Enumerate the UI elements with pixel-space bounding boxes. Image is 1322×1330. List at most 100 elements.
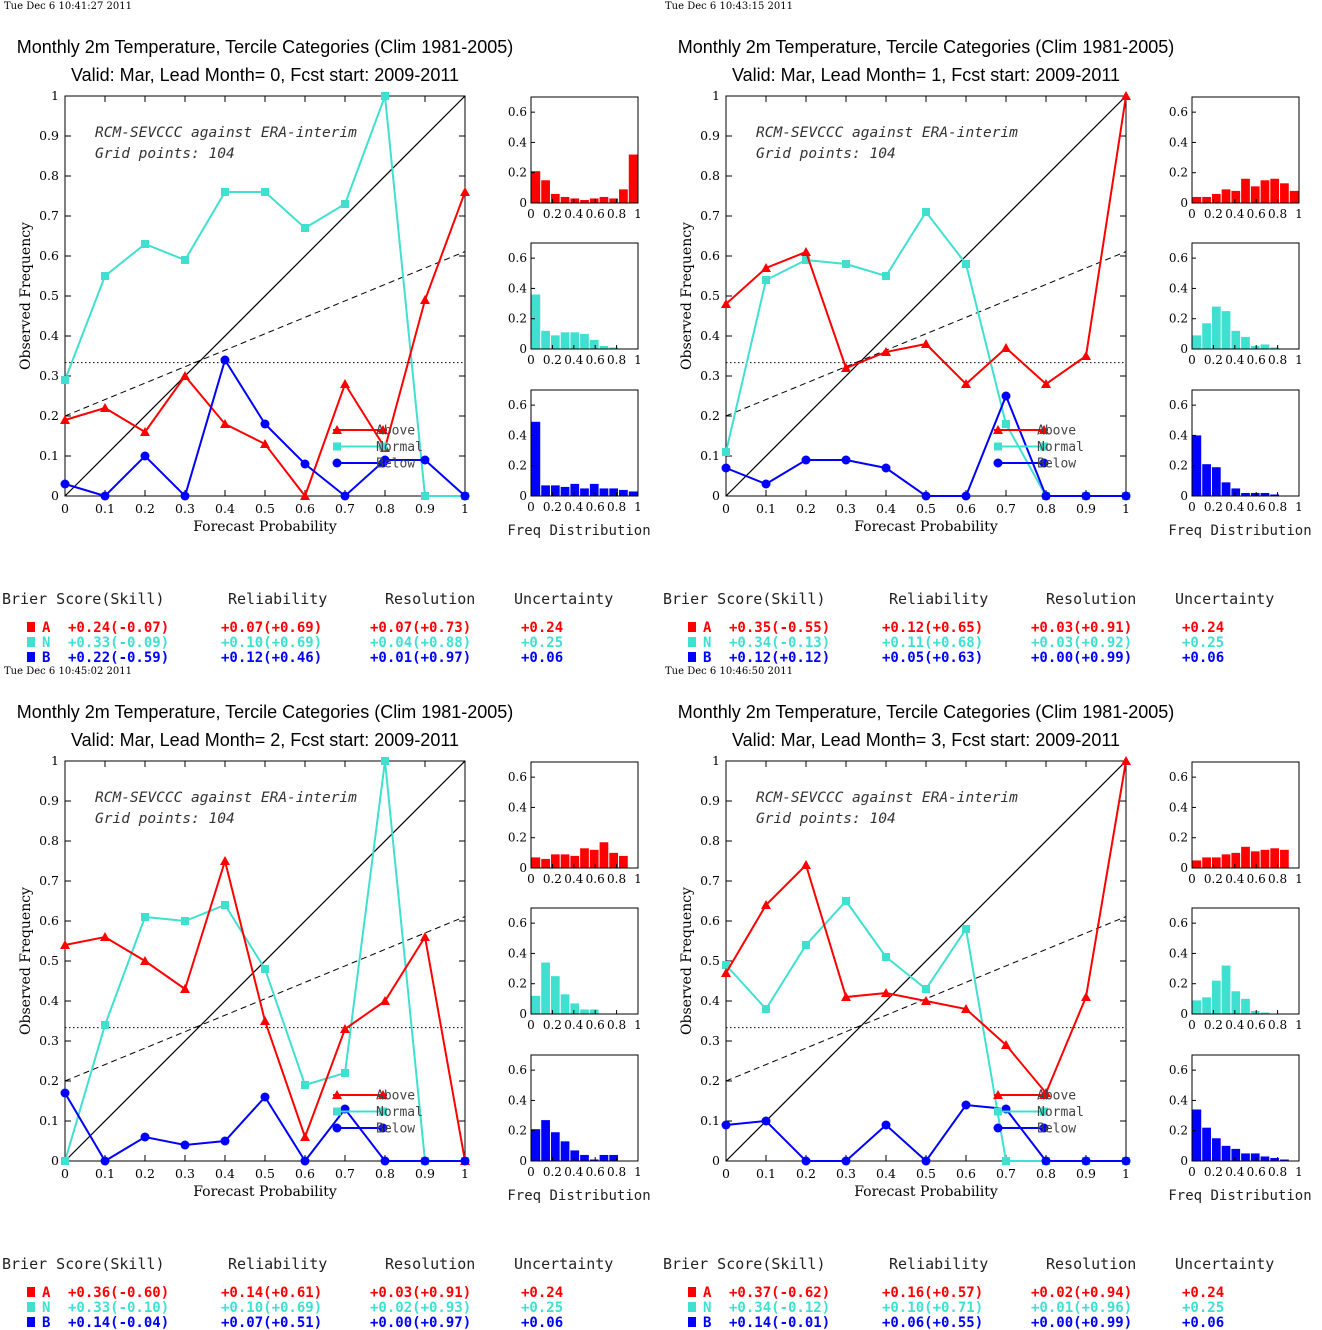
hist-y-tick-label: 0 (519, 342, 527, 356)
uncertainty-value: +0.24 (1182, 620, 1224, 636)
point-below (721, 463, 731, 473)
y-tick-label: 0.4 (700, 328, 720, 343)
point-normal (882, 953, 890, 961)
y-tick-label: 0.4 (700, 993, 720, 1008)
point-above (100, 403, 110, 412)
x-tick-label: 0.1 (95, 1166, 115, 1181)
point-below (801, 1156, 811, 1166)
perfect-reliability-line (64, 95, 466, 497)
hist-x-tick-label: 0.2 (1204, 500, 1223, 514)
hist-y-tick-label: 0.6 (1169, 770, 1188, 784)
legend-label: Normal (376, 1105, 423, 1120)
brier-header: Reliability (228, 1255, 327, 1273)
histogram-bar (1211, 193, 1221, 203)
x-tick-label: 0.9 (1076, 501, 1096, 516)
brier-header: Resolution (1046, 590, 1136, 608)
x-tick-label: 0.3 (175, 501, 195, 516)
hist-x-tick-label: 0.4 (1225, 1165, 1244, 1179)
no-skill-line (64, 251, 466, 417)
legend-marker (1039, 458, 1049, 468)
resolution-value: +0.03(+0.91) (1031, 620, 1132, 636)
hist-x-tick-label: 0.6 (586, 353, 605, 367)
histogram-bar (1202, 464, 1211, 496)
histogram-frame (1191, 242, 1300, 350)
x-tick-label: 0.4 (876, 1166, 896, 1181)
y-tick-label: 0.6 (39, 913, 59, 928)
histogram-bar (541, 962, 550, 1014)
brier-header: Reliability (889, 1255, 988, 1273)
histogram-bar (1270, 1157, 1280, 1161)
hist-y-tick-label: 0 (519, 1154, 527, 1168)
legend-marker (332, 1123, 342, 1133)
legend-marker (378, 1123, 388, 1133)
brier-header: Uncertainty (1175, 590, 1274, 608)
point-below (841, 455, 851, 465)
hist-x-tick-label: 1 (634, 207, 642, 221)
y-tick-label: 0.4 (39, 328, 59, 343)
histogram-bar (1241, 178, 1250, 203)
reliability-value: +0.10(+0.71) (882, 1300, 983, 1316)
resolution-value: +0.03(+0.92) (1031, 635, 1132, 651)
hist-x-tick-label: 0.6 (1247, 207, 1266, 221)
hist-y-tick-label: 0.2 (1169, 977, 1188, 991)
hist-y-tick-label: 0.4 (1169, 135, 1188, 149)
histogram-bar (1202, 196, 1211, 203)
x-tick-label: 1 (1122, 501, 1130, 516)
reliability-value: +0.10(+0.69) (221, 635, 322, 651)
hist-x-tick-label: 0.4 (564, 872, 583, 886)
point-above (761, 900, 771, 909)
hist-x-tick-label: 0 (1188, 353, 1196, 367)
y-tick-label: 1 (51, 753, 59, 768)
point-below (420, 455, 430, 465)
point-above (420, 932, 430, 941)
category-swatch (688, 622, 696, 632)
histogram-bar (1270, 848, 1280, 868)
hist-x-tick-label: 0.4 (564, 500, 583, 514)
histogram-bar (1280, 183, 1289, 203)
hist-x-tick-label: 1 (1295, 353, 1303, 367)
point-normal (221, 188, 229, 196)
histogram-bar (531, 421, 541, 496)
hist-y-tick-label: 0.6 (508, 398, 527, 412)
brier-score-value: +0.34(-0.12) (729, 1300, 830, 1316)
point-below (300, 459, 310, 469)
histogram-frame (530, 96, 639, 204)
point-below (220, 355, 230, 365)
point-normal (842, 897, 850, 905)
y-tick-label: 0.7 (39, 873, 59, 888)
histogram-bar (1241, 492, 1250, 496)
uncertainty-value: +0.24 (521, 620, 563, 636)
y-tick-label: 0 (712, 488, 720, 503)
histogram-below: 00.20.40.60 0.2 0.4 0.6 0.8 1 (1169, 389, 1303, 514)
point-normal (61, 376, 69, 384)
hist-x-tick-label: 0 (1188, 1165, 1196, 1179)
legend-label: Above (376, 424, 415, 439)
resolution-value: +0.03(+0.91) (370, 1285, 471, 1301)
histogram-bar (580, 199, 589, 203)
brier-score-value: +0.37(-0.62) (729, 1285, 830, 1301)
brier-header: Uncertainty (514, 1255, 613, 1273)
hist-x-tick-label: 0.8 (1268, 500, 1287, 514)
hist-y-tick-label: 0.4 (1169, 946, 1188, 960)
hist-x-tick-label: 0.4 (564, 1165, 583, 1179)
brier-header: Resolution (385, 1255, 475, 1273)
y-tick-label: 0.6 (700, 913, 720, 928)
histogram-bar (589, 1159, 599, 1161)
histogram-xlabel: Freq Distribution (507, 523, 650, 539)
y-tick-label: 1 (712, 753, 720, 768)
hist-y-tick-label: 0.6 (1169, 1063, 1188, 1077)
point-below (1081, 491, 1091, 501)
histogram-bar (560, 1141, 570, 1161)
hist-y-tick-label: 0 (519, 196, 527, 210)
histogram-bar (1221, 1145, 1231, 1161)
histogram-bar (1192, 860, 1202, 868)
point-below (60, 1088, 70, 1098)
histogram-normal: 00.20.40.60 0.2 0.4 0.6 0.8 1 (508, 907, 642, 1032)
histogram-bar (1211, 1138, 1221, 1161)
x-tick-label: 0.4 (215, 1166, 235, 1181)
hist-y-tick-label: 0.2 (1169, 459, 1188, 473)
uncertainty-value: +0.06 (521, 1315, 563, 1330)
hist-x-tick-label: 0.2 (1204, 1165, 1223, 1179)
